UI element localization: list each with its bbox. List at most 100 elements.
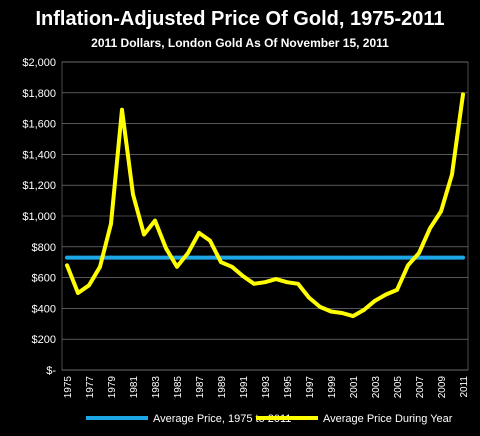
data-point: [252, 282, 256, 286]
data-point: [153, 218, 157, 223]
data-point: [296, 255, 300, 260]
y-tick-label: $800: [32, 242, 56, 254]
legend: Average Price, 1975 to 2011 Average Price…: [86, 413, 453, 425]
data-point: [175, 255, 179, 260]
data-point: [274, 255, 278, 260]
y-tick-label: $1,800: [22, 88, 56, 100]
legend-label-1: Average Price During Year: [323, 413, 453, 425]
data-point: [208, 238, 212, 243]
x-tick-label: 2009: [437, 376, 448, 399]
data-point: [142, 232, 146, 237]
data-point: [98, 265, 102, 269]
data-point: [450, 172, 454, 177]
data-point: [351, 255, 355, 260]
y-tick-label: $1,200: [22, 180, 56, 192]
data-point: [186, 251, 190, 255]
data-point: [307, 295, 311, 300]
x-tick-label: 2005: [393, 376, 404, 399]
data-point: [406, 263, 410, 268]
data-point: [285, 255, 289, 260]
data-point: [263, 280, 267, 285]
data-point: [76, 291, 80, 295]
data-point: [208, 255, 212, 260]
data-point: [131, 255, 135, 260]
data-point: [296, 282, 300, 286]
y-tick-label: $1,000: [22, 211, 56, 223]
data-point: [175, 265, 179, 269]
data-point: [120, 107, 124, 112]
y-tick-label: $-: [46, 365, 56, 377]
data-point: [263, 255, 267, 260]
data-point: [164, 255, 168, 260]
data-point: [417, 251, 421, 255]
x-tick-label: 1991: [239, 376, 250, 399]
data-point: [395, 255, 399, 260]
data-point: [351, 314, 355, 318]
data-point: [340, 255, 344, 260]
chart-subtitle: 2011 Dollars, London Gold As Of November…: [91, 36, 389, 50]
data-point: [109, 221, 113, 226]
data-point: [307, 255, 311, 260]
data-point: [87, 283, 91, 288]
x-tick-label: 1983: [151, 376, 162, 399]
data-point: [197, 255, 201, 260]
data-point: [285, 280, 289, 285]
data-point: [373, 298, 377, 303]
data-point: [340, 311, 344, 315]
x-tick-label: 1979: [107, 376, 118, 399]
data-point: [164, 246, 168, 251]
data-point: [461, 92, 465, 97]
data-point: [76, 255, 80, 260]
chart-title: Inflation-Adjusted Price Of Gold, 1975-2…: [35, 8, 445, 30]
x-tick-label: 2011: [459, 376, 470, 398]
data-point: [318, 305, 322, 309]
x-tick-label: 1981: [129, 376, 140, 399]
data-point: [450, 255, 454, 260]
data-point: [241, 274, 245, 278]
data-point: [384, 292, 388, 297]
x-tick-label: 1975: [63, 376, 74, 399]
data-point: [439, 209, 443, 214]
x-tick-label: 1997: [305, 376, 316, 399]
y-tick-label: $1,600: [22, 119, 56, 131]
data-point: [384, 255, 388, 260]
data-point: [153, 255, 157, 260]
y-tick-label: $2,000: [22, 57, 56, 69]
data-point: [461, 255, 465, 260]
y-tick-label: $200: [32, 334, 56, 346]
data-point: [329, 309, 333, 314]
data-point: [87, 255, 91, 260]
x-tick-label: 1977: [85, 376, 96, 399]
data-point: [406, 255, 410, 260]
y-tick-label: $1,400: [22, 149, 56, 161]
y-tick-label: $400: [32, 303, 56, 315]
data-point: [230, 265, 234, 269]
data-point: [362, 255, 366, 260]
x-tick-label: 2007: [415, 376, 426, 399]
data-point: [65, 263, 69, 268]
data-point: [373, 255, 377, 260]
data-point: [428, 226, 432, 231]
data-point: [120, 255, 124, 260]
data-point: [362, 308, 366, 312]
x-tick-label: 1993: [261, 376, 272, 399]
data-point: [428, 255, 432, 260]
data-point: [109, 255, 113, 260]
x-tick-label: 1985: [173, 376, 184, 399]
x-tick-label: 1989: [217, 376, 228, 399]
gridlines: [62, 61, 468, 371]
data-point: [329, 255, 333, 260]
data-point: [197, 231, 201, 235]
data-point: [219, 260, 223, 265]
x-tick-label: 2003: [371, 376, 382, 399]
data-point: [318, 255, 322, 260]
x-axis: 1975 1977 1979 1981 1983 1985 1987 1989 1991 1993…: [63, 376, 470, 399]
data-point: [65, 255, 69, 260]
data-point: [230, 255, 234, 260]
data-point: [131, 192, 135, 197]
y-tick-label: $600: [32, 273, 56, 285]
x-tick-label: 1987: [195, 376, 206, 399]
data-point: [274, 277, 278, 281]
x-tick-label: 1995: [283, 376, 294, 399]
